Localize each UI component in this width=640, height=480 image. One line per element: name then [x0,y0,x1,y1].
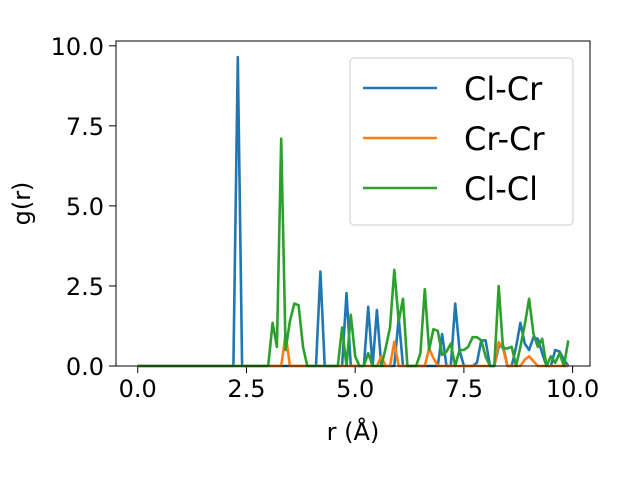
legend: Cl-Cr Cr-Cr Cl-Cl [349,57,574,226]
x-tick-label: 2.5 [227,375,265,403]
x-tick-label: 0.0 [119,375,157,403]
y-tick-label: 0.0 [66,353,104,381]
y-tick-label: 5.0 [66,193,104,221]
legend-label: Cr-Cr [464,120,545,158]
x-tick-label: 10.0 [546,375,599,403]
legend-frame [349,57,574,226]
y-axis-label: g(r) [8,182,36,226]
tick-layer: 0.0 2.5 5.0 7.5 10.0 0.0 2.5 5.0 7.5 10.0 [51,33,600,403]
legend-label: Cl-Cl [464,170,538,208]
x-axis-label: r (Å) [327,417,380,446]
legend-label: Cl-Cr [464,70,543,108]
y-tick-label: 7.5 [66,113,104,141]
x-tick-label: 5.0 [336,375,374,403]
x-tick-label: 7.5 [445,375,483,403]
plot-frame [115,40,591,367]
y-tick-label: 2.5 [66,273,104,301]
y-tick-label: 10.0 [51,33,104,61]
